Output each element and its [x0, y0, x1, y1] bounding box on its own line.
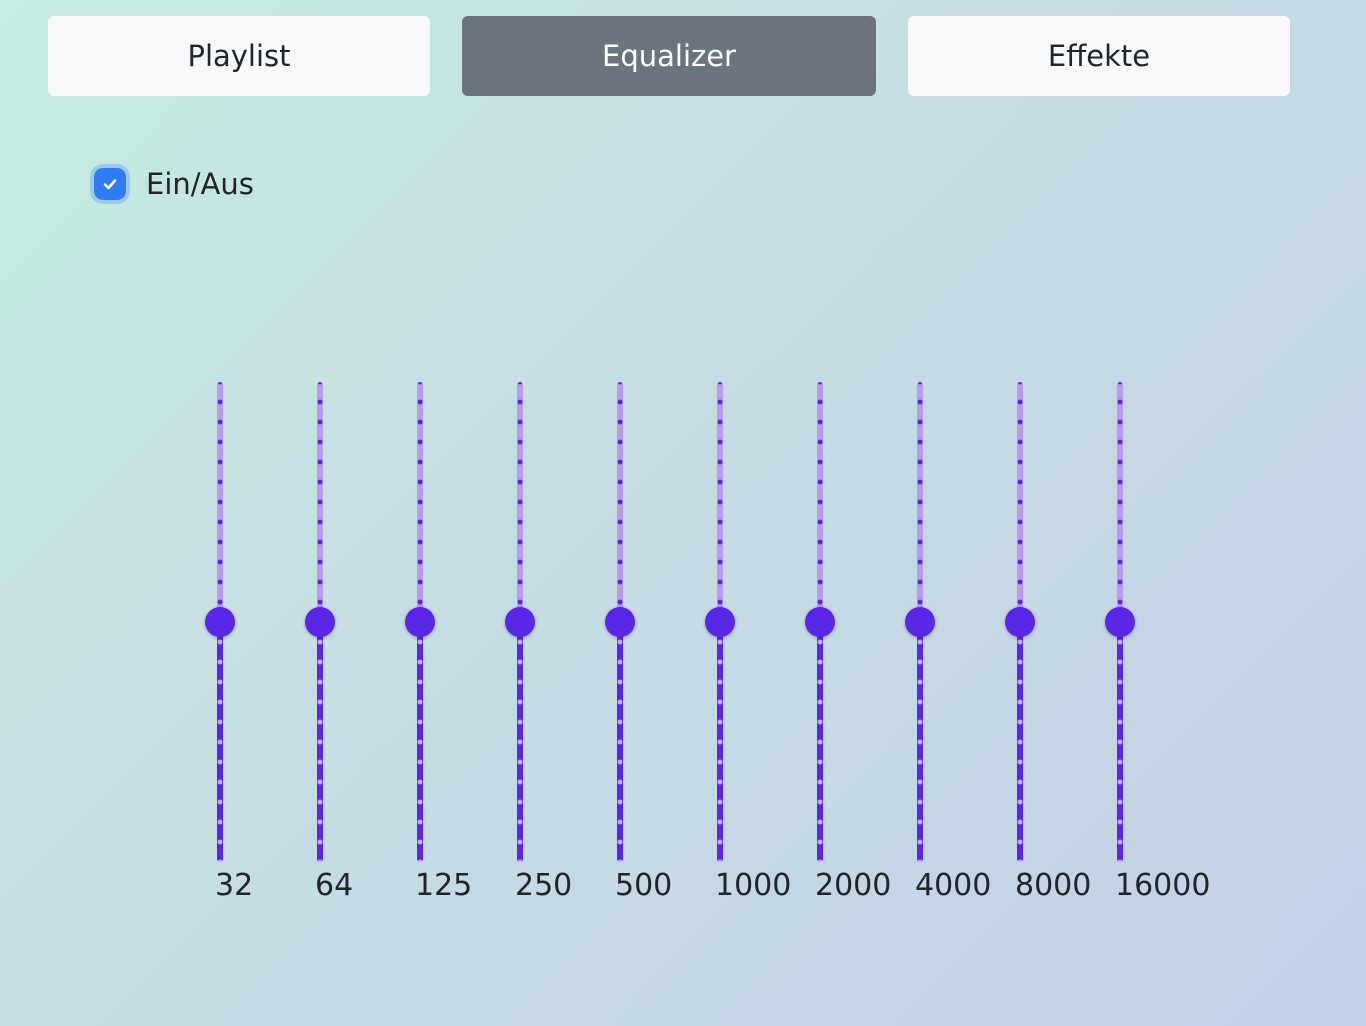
eq-slider-thumb[interactable]: [1105, 607, 1135, 637]
equalizer-toggle[interactable]: Ein/Aus: [94, 162, 254, 206]
tab-equalizer[interactable]: Equalizer: [462, 16, 876, 96]
eq-band-label: 500: [615, 868, 673, 903]
eq-band-64[interactable]: [305, 382, 335, 862]
eq-slider-thumb[interactable]: [205, 607, 235, 637]
eq-band-500[interactable]: [605, 382, 635, 862]
eq-band-label: 32: [215, 868, 254, 903]
eq-slider-thumb[interactable]: [1005, 607, 1035, 637]
eq-band-label: 8000: [1015, 868, 1092, 903]
checkmark-icon: [103, 179, 117, 190]
eq-slider-thumb[interactable]: [805, 607, 835, 637]
eq-band-4000[interactable]: [905, 382, 935, 862]
tab-bar: Playlist Equalizer Effekte: [0, 16, 1366, 96]
eq-band-label: 1000: [715, 868, 792, 903]
tab-playlist[interactable]: Playlist: [48, 16, 430, 96]
eq-slider-thumb[interactable]: [505, 607, 535, 637]
eq-slider-thumb[interactable]: [905, 607, 935, 637]
eq-band-label: 4000: [915, 868, 992, 903]
eq-band-label: 64: [315, 868, 354, 903]
eq-band-125[interactable]: [405, 382, 435, 862]
eq-slider-thumb[interactable]: [405, 607, 435, 637]
eq-band-label: 250: [515, 868, 573, 903]
tab-effekte[interactable]: Effekte: [908, 16, 1290, 96]
eq-band-16000[interactable]: [1105, 382, 1135, 862]
eq-band-label: 2000: [815, 868, 892, 903]
eq-band-32[interactable]: [205, 382, 235, 862]
eq-slider-thumb[interactable]: [305, 607, 335, 637]
equalizer-toggle-label: Ein/Aus: [146, 167, 254, 201]
eq-band-250[interactable]: [505, 382, 535, 862]
eq-band-label: 125: [415, 868, 473, 903]
eq-slider-thumb[interactable]: [705, 607, 735, 637]
eq-band-label: 16000: [1115, 868, 1211, 903]
equalizer-enabled-checkbox[interactable]: [94, 168, 126, 200]
eq-band-8000[interactable]: [1005, 382, 1035, 862]
eq-band-2000[interactable]: [805, 382, 835, 862]
eq-slider-thumb[interactable]: [605, 607, 635, 637]
eq-band-1000[interactable]: [705, 382, 735, 862]
